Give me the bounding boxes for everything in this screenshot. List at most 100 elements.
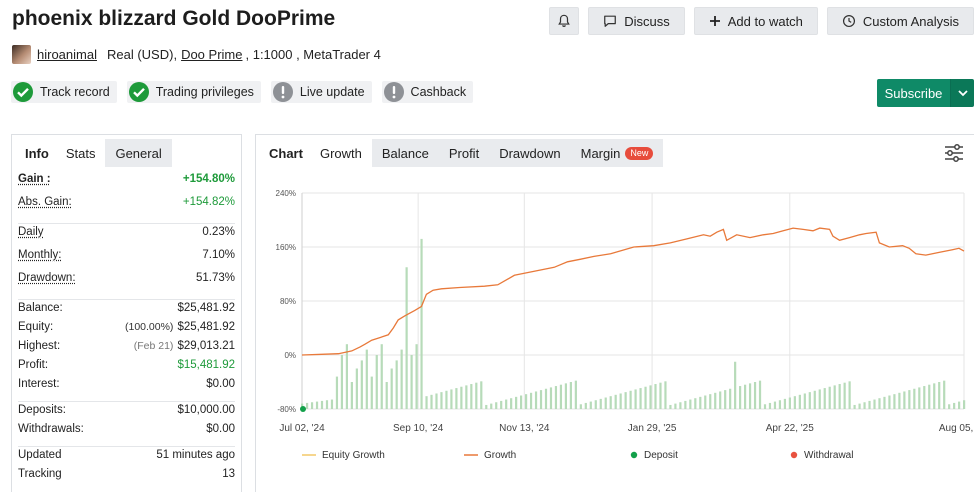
- chat-icon: [603, 14, 617, 28]
- badge-label: Live update: [300, 85, 365, 99]
- stat-prefix: (100.00%): [125, 321, 173, 333]
- activity-bar: [804, 393, 806, 409]
- page-title: phoenix blizzard Gold DooPrime: [12, 7, 335, 31]
- activity-bar: [540, 390, 542, 409]
- activity-bar: [923, 386, 925, 409]
- subscribe-button[interactable]: Subscribe: [877, 79, 950, 107]
- activity-bar: [938, 382, 940, 409]
- stat-value: $15,481.92: [177, 359, 235, 371]
- activity-bar: [689, 400, 691, 409]
- stat-key[interactable]: Monthly:: [18, 249, 61, 261]
- add-to-watch-button[interactable]: Add to watch: [694, 7, 818, 35]
- tab-info[interactable]: Info: [18, 139, 56, 167]
- activity-bar: [465, 385, 467, 409]
- stat-key[interactable]: Abs. Gain:: [18, 196, 72, 208]
- activity-bar: [739, 386, 741, 409]
- stat-key: Tracking: [18, 468, 62, 480]
- activity-bar: [809, 392, 811, 409]
- stat-key[interactable]: Drawdown:: [18, 272, 76, 284]
- tab-stats[interactable]: Stats: [56, 139, 106, 167]
- x-axis-ticks: Jul 02, '24 Sep 10, '24 Nov 13, '24 Jan 29,…: [279, 423, 974, 434]
- tab-margin[interactable]: Margin New: [571, 139, 664, 167]
- activity-bar: [401, 350, 403, 409]
- avatar[interactable]: [12, 45, 31, 64]
- stat-value: $25,481.92: [177, 302, 235, 314]
- badge-track-record[interactable]: Track record: [11, 81, 117, 103]
- activity-bar: [615, 395, 617, 409]
- badge-live-update[interactable]: Live update: [271, 81, 372, 103]
- stat-balance: Balance: $25,481.92: [18, 302, 235, 321]
- activity-bar: [918, 387, 920, 409]
- y-tick-label: 160%: [276, 243, 296, 252]
- activity-bar: [789, 398, 791, 409]
- activity-bar: [505, 400, 507, 409]
- activity-bar: [525, 394, 527, 409]
- legend-label: Growth: [484, 450, 516, 461]
- custom-analysis-button[interactable]: Custom Analysis: [827, 7, 974, 35]
- account-info: hiroanimal Real (USD), Doo Prime , 1:100…: [12, 45, 381, 64]
- activity-bar: [759, 381, 761, 409]
- stat-value: $0.00: [206, 423, 235, 435]
- stat-value: 7.10%: [202, 249, 235, 261]
- chevron-down-icon: [958, 90, 968, 97]
- activity-bar: [883, 397, 885, 409]
- activity-bar: [415, 344, 417, 409]
- notify-button[interactable]: [549, 7, 579, 35]
- badge-trading-privileges[interactable]: Trading privileges: [127, 81, 261, 103]
- activity-bar: [684, 401, 686, 409]
- analysis-label: Custom Analysis: [863, 14, 959, 29]
- subscribe-dropdown[interactable]: [950, 79, 974, 107]
- stats-panel: Info Stats General Gain : +154.80% Abs. …: [11, 134, 242, 492]
- activity-bar: [420, 239, 422, 409]
- stat-key[interactable]: Daily: [18, 226, 44, 238]
- broker-link[interactable]: Doo Prime: [181, 47, 242, 62]
- clock-icon: [842, 14, 856, 28]
- stat-value: $0.00: [206, 378, 235, 390]
- chart-settings-button[interactable]: [944, 144, 964, 165]
- activity-bar: [659, 383, 661, 409]
- activity-bar: [575, 381, 577, 409]
- activity-bar: [764, 404, 766, 409]
- bell-icon: [557, 14, 571, 28]
- deposit-marker: [300, 406, 306, 412]
- user-link[interactable]: hiroanimal: [37, 47, 97, 62]
- stats-tabs: Info Stats General: [12, 135, 241, 167]
- activity-bar: [744, 385, 746, 409]
- activity-bar: [669, 405, 671, 409]
- activity-bar: [749, 383, 751, 409]
- tab-drawdown[interactable]: Drawdown: [489, 139, 570, 167]
- tab-general[interactable]: General: [105, 139, 171, 167]
- activity-bar: [530, 393, 532, 409]
- legend-swatch: [631, 452, 637, 458]
- stat-value: +154.82%: [183, 196, 235, 208]
- stat-key: Updated: [18, 449, 61, 461]
- activity-bar: [585, 403, 587, 409]
- activity-bar: [490, 404, 492, 409]
- tab-profit[interactable]: Profit: [439, 139, 489, 167]
- activity-bar: [958, 402, 960, 409]
- stat-amount: $29,013.21: [177, 340, 235, 352]
- legend-label: Withdrawal: [804, 450, 853, 461]
- tab-growth[interactable]: Growth: [310, 139, 372, 167]
- activity-bar: [694, 398, 696, 409]
- activity-bar: [824, 388, 826, 409]
- stat-deposits: Deposits: $10,000.00: [18, 404, 235, 423]
- stat-amount: $25,481.92: [177, 321, 235, 333]
- activity-bar: [649, 385, 651, 409]
- activity-bar: [933, 383, 935, 409]
- discuss-label: Discuss: [624, 14, 670, 29]
- activity-bar: [341, 355, 343, 409]
- watch-label: Add to watch: [728, 14, 803, 29]
- activity-bar: [545, 389, 547, 409]
- tab-balance[interactable]: Balance: [372, 139, 439, 167]
- stat-key[interactable]: Gain :: [18, 173, 51, 185]
- activity-bar: [600, 399, 602, 409]
- stat-prefix: (Feb 21): [134, 340, 174, 352]
- growth-chart[interactable]: 240% 160% 80% 0% -80% Jul 02, '24 Sep 10, '24…: [256, 169, 974, 469]
- activity-bar: [814, 391, 816, 409]
- activity-bar: [714, 393, 716, 409]
- discuss-button[interactable]: Discuss: [588, 7, 685, 35]
- activity-bar: [888, 396, 890, 410]
- activity-bar: [565, 383, 567, 409]
- badge-cashback[interactable]: Cashback: [382, 81, 474, 103]
